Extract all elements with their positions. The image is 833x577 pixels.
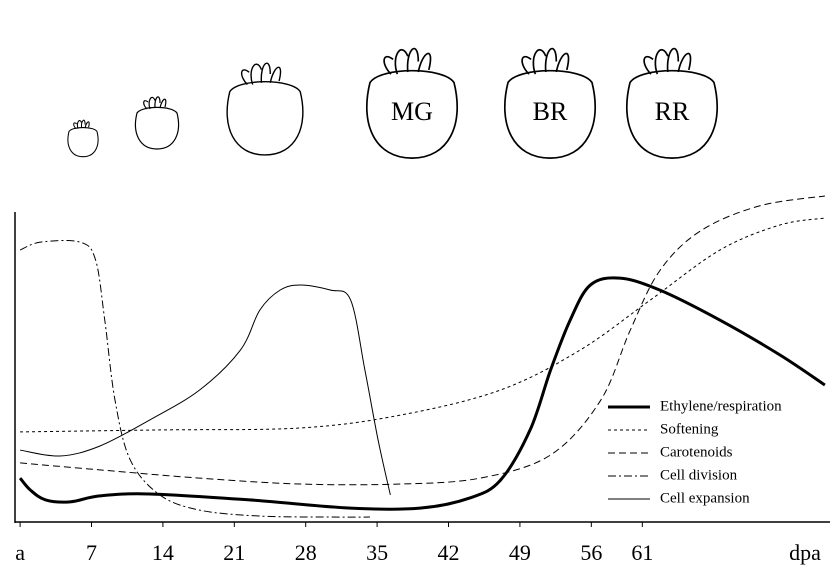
x-tick-label: 49 [509, 540, 531, 565]
x-tick-label: 42 [438, 540, 460, 565]
x-tick-label: a [15, 540, 25, 565]
legend-label: Cell division [660, 467, 738, 483]
x-tick-label: 7 [86, 540, 97, 565]
series-line [20, 240, 370, 517]
stage-label: RR [655, 97, 690, 126]
legend-label: Cell expansion [660, 490, 750, 506]
series-line [20, 196, 825, 485]
x-tick-label: 14 [152, 540, 174, 565]
fruit [135, 97, 178, 149]
legend-label: Ethylene/respiration [660, 398, 782, 414]
x-tick-label: 28 [295, 540, 317, 565]
x-tick-label: 21 [223, 540, 245, 565]
series-line [20, 285, 390, 495]
legend-label: Softening [660, 421, 719, 437]
legend-label: Carotenoids [660, 444, 733, 460]
chart: MG BR RR dpa a 7 14 21 28 35 42 49 56 61 Ethylene/… [0, 0, 833, 577]
x-tick-label: 35 [366, 540, 388, 565]
x-tick-label: 61 [631, 540, 653, 565]
fruit [68, 120, 98, 157]
x-axis-label: dpa [789, 540, 821, 565]
fruit [227, 63, 303, 155]
stage-label: BR [533, 97, 568, 126]
page: {"chart_data": {"type": "line", "annotat… [0, 0, 833, 577]
stage-label: MG [391, 97, 433, 126]
x-tick-label: 56 [580, 540, 602, 565]
